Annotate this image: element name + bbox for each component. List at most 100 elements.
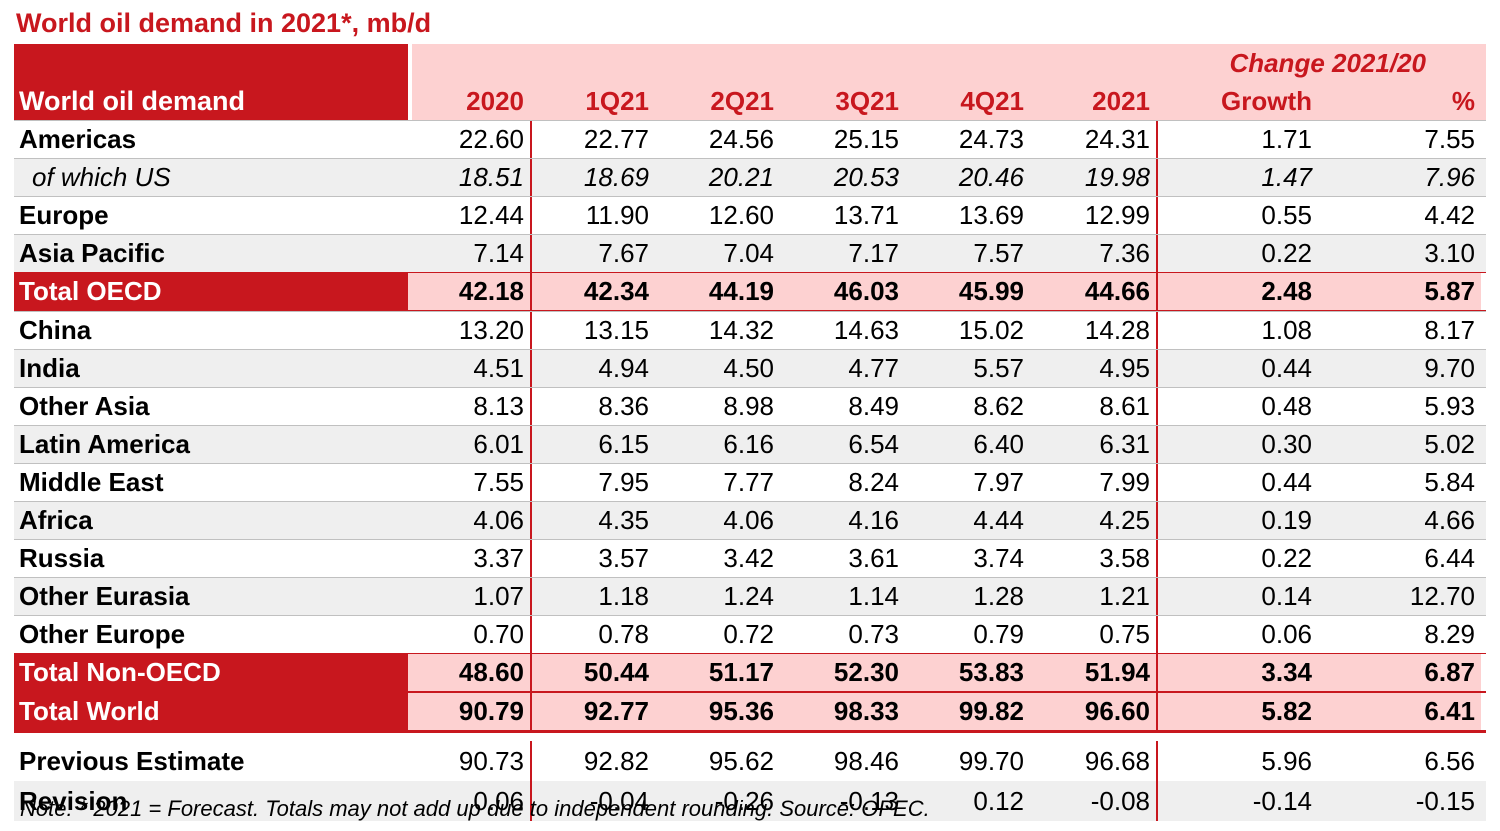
cell-1q21: 0.78 xyxy=(598,619,649,649)
cell-1q21: 18.69 xyxy=(583,162,649,192)
oil-demand-table: World oil demand Change 2021/20 2020 1Q2… xyxy=(14,44,1486,821)
cell-growth: 5.96 xyxy=(1261,746,1312,776)
cell-4q21: 7.57 xyxy=(973,238,1024,268)
cell-2020: 4.51 xyxy=(412,350,532,387)
row-label: Europe xyxy=(19,200,109,230)
row-label: India xyxy=(19,353,80,383)
cell-2020: 12.44 xyxy=(412,197,532,234)
cell-percent: 5.87 xyxy=(1318,273,1481,310)
cell-2q21: 12.60 xyxy=(708,200,774,230)
cell-2q21: 7.77 xyxy=(723,467,774,497)
cell-3q21: 98.46 xyxy=(833,746,899,776)
cell-4q21: 4.44 xyxy=(973,505,1024,535)
cell-percent: -0.15 xyxy=(1415,786,1475,816)
cell-percent: 6.41 xyxy=(1318,693,1481,730)
header-columns: Change 2021/20 2020 1Q21 2Q21 3Q21 4Q21 … xyxy=(412,44,1486,120)
cell-1q21: 4.94 xyxy=(598,353,649,383)
row-label: Previous Estimate xyxy=(19,746,245,776)
cell-growth: 3.34 xyxy=(1158,654,1318,691)
total-world-row: Total World 90.79 92.77 95.36 98.33 99.8… xyxy=(14,692,1486,733)
cell-4q21: 99.70 xyxy=(958,746,1024,776)
cell-2021: 7.99 xyxy=(1030,464,1158,501)
cell-3q21: 4.77 xyxy=(848,353,899,383)
cell-percent: 6.44 xyxy=(1424,543,1475,573)
table-row: Revision 0.06 -0.04 -0.26 -0.13 0.12 -0.… xyxy=(14,781,1486,821)
cell-percent: 5.02 xyxy=(1424,429,1475,459)
table-header: World oil demand Change 2021/20 2020 1Q2… xyxy=(14,44,1486,120)
table-row: Americas 22.60 22.77 24.56 25.15 24.73 2… xyxy=(14,120,1486,158)
cell-2q21: 4.50 xyxy=(723,353,774,383)
cell-2021: 14.28 xyxy=(1030,312,1158,349)
cell-4q21: 53.83 xyxy=(905,654,1030,691)
cell-2q21: 24.56 xyxy=(708,124,774,154)
cell-1q21: 3.57 xyxy=(598,543,649,573)
cell-2020: 1.07 xyxy=(412,578,532,615)
table-row: Latin America 6.01 6.15 6.16 6.54 6.40 6… xyxy=(14,425,1486,463)
cell-4q21: 0.12 xyxy=(973,786,1024,816)
col-header-2q21: 2Q21 xyxy=(710,86,774,116)
col-header-2021: 2021 xyxy=(1092,86,1150,116)
row-label: Revision xyxy=(19,786,128,816)
cell-4q21: 45.99 xyxy=(905,273,1030,310)
cell-2021: 4.95 xyxy=(1030,350,1158,387)
table-row: Europe 12.44 11.90 12.60 13.71 13.69 12.… xyxy=(14,196,1486,234)
cell-2021: 24.31 xyxy=(1030,121,1158,158)
col-header-4q21: 4Q21 xyxy=(960,86,1024,116)
cell-1q21: 6.15 xyxy=(598,429,649,459)
cell-1q21: 7.95 xyxy=(598,467,649,497)
row-label: Other Europe xyxy=(19,619,186,649)
cell-3q21: 6.54 xyxy=(848,429,899,459)
cell-1q21: 11.90 xyxy=(585,200,649,230)
cell-3q21: -0.13 xyxy=(839,786,899,816)
cell-3q21: 20.53 xyxy=(833,162,899,192)
cell-3q21: 0.73 xyxy=(848,619,899,649)
cell-1q21: 13.15 xyxy=(583,315,649,345)
row-label: Asia Pacific xyxy=(19,238,165,268)
cell-4q21: 3.74 xyxy=(973,543,1024,573)
cell-percent: 12.70 xyxy=(1409,581,1475,611)
cell-2021: 12.99 xyxy=(1030,197,1158,234)
table-row: China 13.20 13.15 14.32 14.63 15.02 14.2… xyxy=(14,311,1486,349)
cell-2020: 22.60 xyxy=(412,121,532,158)
cell-2021: 3.58 xyxy=(1030,540,1158,577)
col-header-growth: Growth xyxy=(1221,86,1312,116)
cell-growth: 0.30 xyxy=(1261,429,1312,459)
cell-growth: 5.82 xyxy=(1158,693,1318,730)
row-label: Middle East xyxy=(19,467,164,497)
cell-2020: 6.01 xyxy=(412,426,532,463)
row-label: Total World xyxy=(14,693,408,730)
cell-growth: 2.48 xyxy=(1158,273,1318,310)
col-header-1q21: 1Q21 xyxy=(585,86,649,116)
cell-1q21: 1.18 xyxy=(598,581,649,611)
cell-2q21: 0.72 xyxy=(723,619,774,649)
row-label: Africa xyxy=(19,505,93,535)
table-row: Other Asia 8.13 8.36 8.98 8.49 8.62 8.61… xyxy=(14,387,1486,425)
cell-3q21: 7.17 xyxy=(848,238,899,268)
table-row: Africa 4.06 4.35 4.06 4.16 4.44 4.25 0.1… xyxy=(14,501,1486,539)
cell-4q21: 5.57 xyxy=(973,353,1024,383)
table-row: Asia Pacific 7.14 7.67 7.04 7.17 7.57 7.… xyxy=(14,234,1486,272)
cell-2020: 7.14 xyxy=(412,235,532,272)
cell-growth: 0.14 xyxy=(1261,581,1312,611)
cell-2q21: 7.04 xyxy=(723,238,774,268)
cell-growth: 0.55 xyxy=(1261,200,1312,230)
cell-percent: 8.29 xyxy=(1424,619,1475,649)
cell-2q21: 95.62 xyxy=(708,746,774,776)
cell-2021: 19.98 xyxy=(1030,159,1158,196)
row-label: China xyxy=(19,315,92,345)
table-row: of which US 18.51 18.69 20.21 20.53 20.4… xyxy=(14,158,1486,196)
cell-3q21: 1.14 xyxy=(848,581,899,611)
cell-3q21: 52.30 xyxy=(780,654,905,691)
cell-percent: 5.93 xyxy=(1424,391,1475,421)
table-row: Other Eurasia 1.07 1.18 1.24 1.14 1.28 1… xyxy=(14,577,1486,615)
table-row: Russia 3.37 3.57 3.42 3.61 3.74 3.58 0.2… xyxy=(14,539,1486,577)
col-header-percent: % xyxy=(1451,86,1475,116)
cell-3q21: 8.24 xyxy=(848,467,899,497)
col-header-2020: 2020 xyxy=(466,86,524,116)
table-row: Middle East 7.55 7.95 7.77 8.24 7.97 7.9… xyxy=(14,463,1486,501)
cell-4q21: 8.62 xyxy=(973,391,1024,421)
cell-2q21: 4.06 xyxy=(723,505,774,535)
cell-4q21: 20.46 xyxy=(958,162,1024,192)
cell-2021: 96.68 xyxy=(1030,741,1158,781)
cell-percent: 4.42 xyxy=(1424,200,1475,230)
